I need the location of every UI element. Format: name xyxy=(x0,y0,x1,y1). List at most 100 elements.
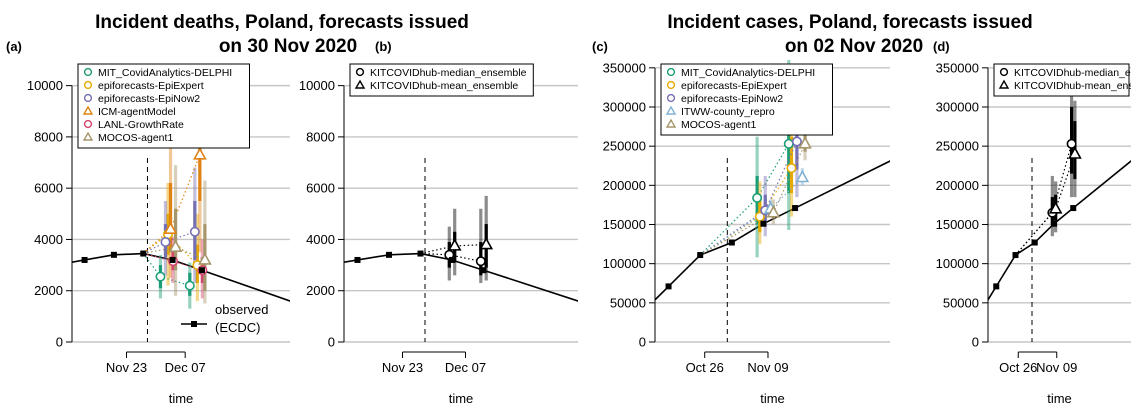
panel-label-d: (d) xyxy=(933,39,950,54)
legend-entry: ITWW-county_repro xyxy=(681,106,775,118)
y-tick-label: 350000 xyxy=(603,60,646,75)
cases-title-line1: Incident cases, Poland, forecasts issued xyxy=(667,12,1032,33)
legend-entry: MOCOS-agent1 xyxy=(98,132,173,144)
observed-legend-label: observed xyxy=(215,302,268,317)
y-tick-label: 200000 xyxy=(603,178,646,193)
observed-legend-source: (ECDC) xyxy=(215,320,261,335)
legend-entry: epiforecasts-EpiExpert xyxy=(681,80,787,92)
x-tick-label: Nov 23 xyxy=(106,360,147,375)
observed-point xyxy=(1051,220,1057,227)
forecast-median-triangle xyxy=(163,221,178,234)
forecast-median-triangle xyxy=(447,238,462,251)
observed-legend-marker xyxy=(191,321,197,327)
legend-circle-marker xyxy=(83,80,93,90)
x-tick-label: Oct 26 xyxy=(999,360,1037,375)
x-tick-label: Dec 07 xyxy=(165,360,206,375)
forecast-connector xyxy=(420,243,487,255)
forecast-median-circle xyxy=(155,271,166,282)
forecast-connector xyxy=(699,167,792,256)
forecast-connector xyxy=(699,177,803,256)
observed-point xyxy=(386,251,392,258)
forecast-connector xyxy=(699,141,798,256)
legend-entry: MOCOS-agent1 xyxy=(681,119,756,131)
x-tick-label: Nov 09 xyxy=(747,360,788,375)
x-axis-label: time xyxy=(760,391,785,406)
y-tick-label: 250000 xyxy=(936,139,979,154)
y-tick-label: 4000 xyxy=(306,232,335,247)
legend-circle-marker xyxy=(83,93,93,103)
y-tick-label: 0 xyxy=(328,335,335,350)
observed-point xyxy=(728,239,735,246)
x-tick-label: Nov 23 xyxy=(382,360,423,375)
deaths-title-line2: on 30 Nov 2020 xyxy=(219,36,357,57)
panel-c-cases-models: 0 50000 100000 150000 200000 250000 300000 3500… xyxy=(603,60,890,406)
y-tick-label: 10000 xyxy=(299,78,335,93)
forecast-median-circle xyxy=(1066,138,1077,149)
forecast-median-triangle xyxy=(193,147,207,160)
forecast-median-circle xyxy=(475,256,486,267)
x-axis-label: time xyxy=(1047,391,1072,406)
legend-entry: KITCOVIDhub-median_ensemble xyxy=(370,67,527,79)
legend: KITCOVIDhub-median_ensembleKITCOVIDhub-m… xyxy=(349,63,534,97)
legend-circle-marker xyxy=(999,67,1009,77)
y-tick-label: 250000 xyxy=(603,139,646,154)
legend-entry: KITCOVIDhub-median_ensemble xyxy=(1014,67,1131,79)
legend: MIT_CovidAnalytics-DELPHIepiforecasts-Ep… xyxy=(77,63,250,149)
y-tick-label: 100000 xyxy=(603,256,646,271)
observed-point xyxy=(354,256,361,263)
y-tick-label: 0 xyxy=(972,335,979,350)
legend: MIT_CovidAnalytics-DELPHIepiforecasts-Ep… xyxy=(660,63,833,136)
forecast-median-circle xyxy=(189,226,200,237)
y-tick-label: 50000 xyxy=(943,295,979,310)
legend-entry: ICM-agentModel xyxy=(98,106,176,118)
legend-box xyxy=(77,63,250,149)
legend-circle-marker xyxy=(666,67,676,77)
legend-entry: epiforecasts-EpiNow2 xyxy=(98,93,200,105)
legend-circle-marker xyxy=(83,67,93,77)
y-tick-label: 350000 xyxy=(936,60,979,75)
forecast-median-triangle xyxy=(1048,201,1063,214)
legend-entry: MIT_CovidAnalytics-DELPHI xyxy=(681,67,815,79)
legend-box xyxy=(349,63,534,97)
legend-entry: epiforecasts-EpiNow2 xyxy=(681,93,783,105)
observed-point xyxy=(760,220,767,227)
legend-box xyxy=(993,63,1130,97)
observed-point xyxy=(140,250,147,257)
y-tick-label: 200000 xyxy=(936,178,979,193)
forecast-median-triangle xyxy=(1068,146,1082,159)
x-tick-label: Dec 07 xyxy=(445,360,486,375)
legend-triangle-marker xyxy=(998,79,1010,89)
legend-triangle-marker xyxy=(82,131,94,141)
legend-entry: KITCOVIDhub-mean_ensemble xyxy=(370,80,518,92)
cases-title-line2: on 02 Nov 2020 xyxy=(785,36,923,57)
observed-point xyxy=(697,252,704,259)
y-tick-label: 0 xyxy=(639,335,646,350)
forecast-median-circle xyxy=(791,136,802,147)
y-tick-label: 10000 xyxy=(27,78,63,93)
observed-line xyxy=(655,160,890,301)
panel-label-b: (b) xyxy=(375,39,392,54)
panel-label-c: (c) xyxy=(592,39,608,54)
forecast-median-circle xyxy=(752,192,763,203)
y-tick-label: 6000 xyxy=(34,181,63,196)
legend: KITCOVIDhub-median_ensembleKITCOVIDhub-m… xyxy=(993,63,1131,97)
legend-circle-marker xyxy=(83,119,93,129)
legend-triangle-marker xyxy=(665,105,677,115)
y-tick-label: 50000 xyxy=(610,295,646,310)
panel-b-deaths-ensembles: 0 2000 4000 6000 8000 10000 Nov 23 Dec 07 time KI… xyxy=(299,63,578,406)
y-tick-label: 150000 xyxy=(603,217,646,232)
forecast-median-triangle xyxy=(168,239,183,252)
forecast-median-circle xyxy=(184,280,195,291)
forecast-median-triangle xyxy=(198,252,212,265)
panel-d-cases-ensembles: 0 50000 100000 150000 200000 250000 300000 3500… xyxy=(936,60,1131,406)
legend-triangle-marker xyxy=(665,118,677,128)
observed-point xyxy=(417,250,424,257)
x-tick-label: Oct 26 xyxy=(686,360,724,375)
forecast-connector xyxy=(699,143,790,256)
observed-point xyxy=(169,256,176,263)
forecast-median-circle xyxy=(786,163,797,174)
x-tick-label: Nov 09 xyxy=(1036,360,1077,375)
observed-point xyxy=(993,283,1000,290)
y-tick-label: 100000 xyxy=(936,256,979,271)
